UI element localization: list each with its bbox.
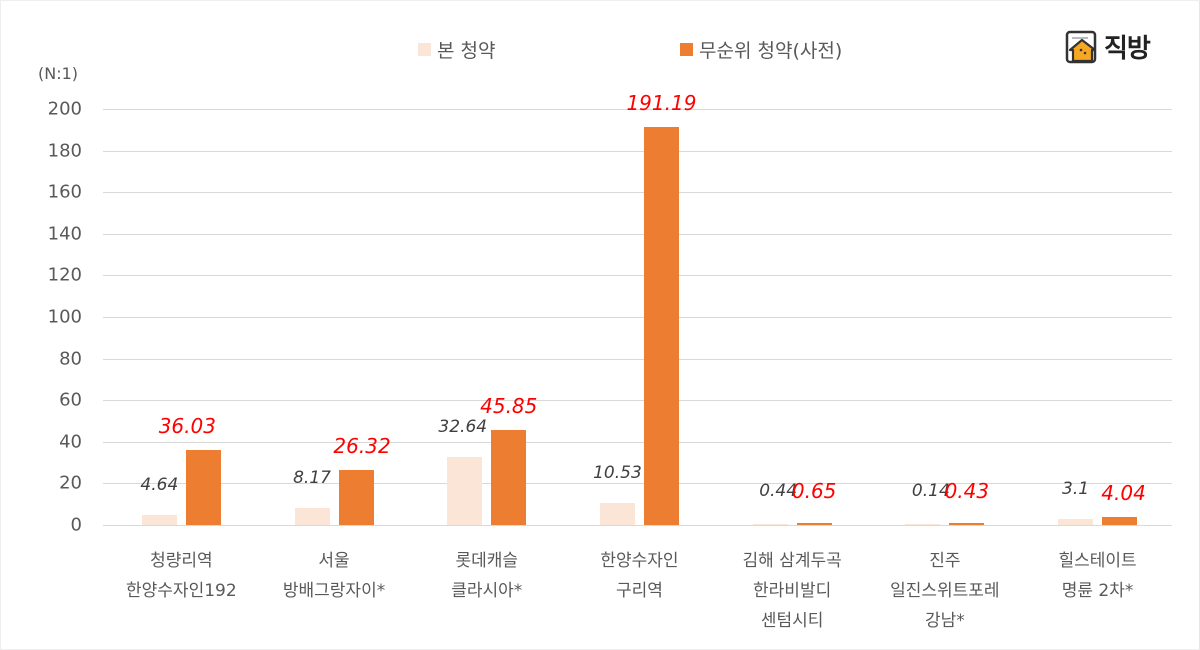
gridline — [103, 483, 1172, 484]
category-label-line: 한양수자인192 — [126, 581, 237, 601]
chart-legend: 본 청약 무순위 청약(사전) — [0, 36, 1200, 66]
bar-main — [294, 508, 330, 525]
value-label-main: 32.64 — [438, 417, 488, 438]
bar-pre — [949, 522, 985, 525]
category-label-line: 센텀시티 — [760, 611, 824, 631]
y-tick-label: 20 — [59, 472, 82, 494]
y-tick-label: 40 — [59, 431, 82, 453]
bar-pre — [1102, 516, 1138, 525]
bar-pre — [796, 522, 832, 525]
value-label-main: 3.1 — [1062, 478, 1090, 499]
gridline — [103, 525, 1172, 526]
category-label-line: 청량리역 — [150, 551, 213, 571]
category-label-line: 힐스테이트 — [1058, 551, 1137, 571]
value-label-main: 0.44 — [759, 481, 798, 501]
legend-swatch-main — [418, 43, 431, 56]
value-label-pre: 26.32 — [333, 434, 391, 459]
gridline — [103, 192, 1172, 193]
logo-text: 직방 — [1104, 34, 1151, 64]
value-label-pre: 4.04 — [1101, 480, 1146, 505]
category-label-line: 일진스위트포레 — [890, 581, 1000, 601]
gridline — [103, 151, 1172, 152]
y-tick-label: 160 — [47, 181, 82, 203]
y-tick-label: 80 — [59, 348, 82, 370]
category-label-line: 방배그랑자이* — [282, 581, 386, 601]
house-logo-icon — [1065, 30, 1097, 63]
value-label-pre: 36.03 — [158, 414, 216, 439]
bar-pre — [338, 470, 374, 525]
bar-pre — [643, 127, 679, 525]
value-label-pre: 0.65 — [791, 479, 837, 503]
y-tick-label: 140 — [47, 223, 82, 245]
category-label-line: 진주 — [929, 551, 961, 571]
bar-main — [1058, 518, 1094, 525]
bar-main — [599, 503, 635, 525]
zigbang-logo: 직방 — [1064, 28, 1151, 65]
gridline — [103, 234, 1172, 235]
category-label-line: 강남* — [924, 611, 965, 631]
value-label-pre: 45.85 — [480, 393, 538, 418]
gridline — [103, 359, 1172, 360]
value-label-pre: 191.19 — [626, 91, 697, 116]
y-axis-unit: (N:1) — [38, 64, 79, 83]
bar-main — [752, 523, 788, 525]
bar-main — [141, 515, 177, 525]
bar-main — [905, 523, 941, 525]
y-tick-label: 120 — [47, 264, 82, 286]
category-label-line: 명륜 2차* — [1061, 581, 1134, 601]
category-label-line: 한라비발디 — [753, 581, 832, 601]
value-label-main: 0.14 — [911, 481, 950, 501]
y-tick-label: 60 — [59, 389, 82, 411]
y-tick-label: 200 — [47, 98, 82, 120]
gridline — [103, 109, 1172, 110]
legend-label-main: 본 청약 — [437, 40, 496, 62]
y-tick-label: 100 — [47, 306, 82, 328]
y-tick-label: 180 — [47, 140, 82, 162]
category-label-line: 클라시아* — [451, 581, 523, 601]
category-label-line: 구리역 — [615, 581, 663, 601]
gridline — [103, 442, 1172, 443]
gridline — [103, 317, 1172, 318]
legend-item-main: 본 청약 — [418, 36, 495, 63]
legend-label-pre: 무순위 청약(사전) — [699, 40, 843, 62]
legend-swatch-pre — [680, 43, 693, 56]
legend-item-pre: 무순위 청약(사전) — [680, 36, 842, 63]
category-label-line: 서울 — [318, 551, 350, 571]
category-label-line: 김해 삼계두곡 — [742, 551, 842, 571]
bar-pre — [185, 450, 221, 525]
value-label-main: 8.17 — [293, 468, 331, 488]
y-tick-label: 0 — [70, 514, 82, 536]
gridline — [103, 275, 1172, 276]
category-label-line: 한양수자인 — [600, 551, 679, 571]
bar-pre — [491, 429, 527, 525]
gridline — [103, 400, 1172, 401]
value-label-pre: 0.43 — [944, 479, 990, 503]
category-label-line: 롯데캐슬 — [455, 551, 519, 571]
value-label-main: 10.53 — [593, 463, 642, 484]
bar-main — [447, 457, 483, 525]
value-label-main: 4.64 — [140, 475, 179, 496]
